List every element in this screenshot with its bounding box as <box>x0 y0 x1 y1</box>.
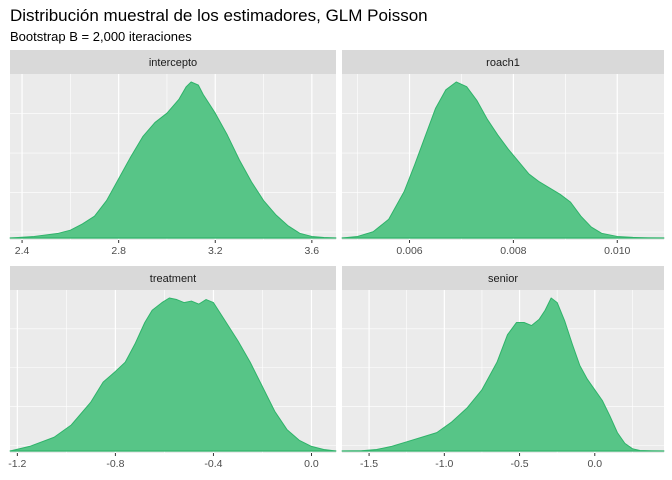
x-tick-label: -1.5 <box>360 458 378 470</box>
facet-strip <box>10 50 336 74</box>
facet-label: treatment <box>150 273 196 285</box>
facet-panel-senior: senior -1.5 -1.0 -0.5 0.0 <box>341 266 665 470</box>
x-tick-label: 2.4 <box>15 245 30 257</box>
x-tick-label: 0.010 <box>604 245 630 257</box>
facet-panel-roach1: roach1 0.006 0.008 0.010 <box>341 50 665 257</box>
x-tick-label: -0.4 <box>204 458 222 470</box>
density-area-treatment <box>9 297 337 452</box>
density-area-roach1 <box>341 81 665 239</box>
facet-strip <box>10 266 336 290</box>
x-tick-label: 0.006 <box>396 245 422 257</box>
density-area-senior <box>341 297 665 452</box>
x-tick-label: 0.0 <box>587 458 602 470</box>
density-area-intercepto <box>9 81 337 239</box>
facet-label: roach1 <box>486 57 520 69</box>
x-tick-label: 0.0 <box>304 458 319 470</box>
x-tick-label: -1.0 <box>435 458 453 470</box>
x-tick-label: 2.8 <box>111 245 126 257</box>
facet-panel-intercepto: intercepto 2.4 2.8 3.2 3.6 <box>9 50 337 257</box>
x-tick-label: -1.2 <box>8 458 26 470</box>
facet-strip <box>342 50 664 74</box>
x-tick-label: 0.008 <box>500 245 526 257</box>
chart-subtitle: Bootstrap B = 2,000 iteraciones <box>10 29 192 44</box>
facet-label: senior <box>488 273 518 285</box>
chart-title: Distribución muestral de los estimadores… <box>10 6 428 25</box>
x-tick-label: -0.5 <box>511 458 529 470</box>
facet-panel-treatment: treatment -1.2 -0.8 -0.4 0.0 <box>8 266 337 470</box>
x-tick-label: -0.8 <box>106 458 124 470</box>
facet-label: intercepto <box>149 57 197 69</box>
facet-strip <box>342 266 664 290</box>
x-tick-label: 3.2 <box>208 245 223 257</box>
x-tick-label: 3.6 <box>305 245 320 257</box>
